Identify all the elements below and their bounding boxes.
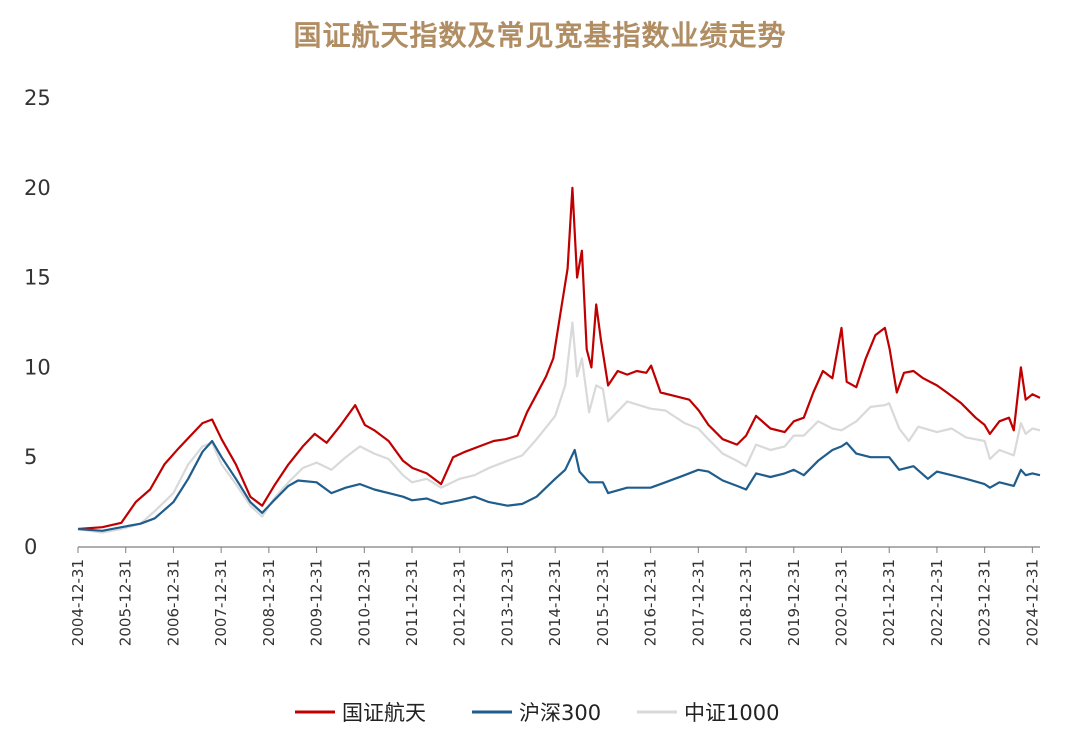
x-tick-label: 2020-12-31	[832, 559, 850, 646]
y-tick-label: 10	[24, 355, 51, 379]
series-line-0	[77, 186, 1041, 531]
x-tick-label: 2010-12-31	[355, 559, 373, 646]
x-tick-label: 2023-12-31	[976, 559, 994, 646]
x-tick-label: 2005-12-31	[117, 559, 135, 646]
x-tick-label: 2024-12-31	[1023, 559, 1041, 646]
series-layer	[77, 186, 1041, 534]
legend: 国证航天 沪深300 中证1000	[295, 701, 779, 725]
legend-label-0: 国证航天	[342, 701, 426, 725]
x-tick-label: 2018-12-31	[737, 559, 755, 646]
legend-label-1: 沪深300	[519, 701, 601, 725]
x-tick-label: 2019-12-31	[785, 559, 803, 646]
series-line-2	[77, 321, 1041, 534]
x-tick-label: 2015-12-31	[594, 559, 612, 646]
x-tick-label: 2009-12-31	[308, 559, 326, 646]
y-tick-label: 20	[24, 176, 51, 200]
x-tick-label: 2004-12-31	[69, 559, 87, 646]
series-line-1	[77, 439, 1041, 532]
x-tick-label: 2013-12-31	[498, 559, 516, 646]
x-tick-label: 2011-12-31	[403, 559, 421, 646]
y-tick-label: 15	[24, 266, 51, 290]
y-tick-label: 0	[24, 535, 37, 559]
x-tick-label: 2022-12-31	[928, 559, 946, 646]
axes: 0 5 10 15 20 25 2004-12-31 2005-12-31 2006-12-31…	[24, 86, 1041, 646]
legend-label-2: 中证1000	[684, 701, 779, 725]
y-tick-label: 5	[24, 445, 37, 469]
x-tick-label: 2006-12-31	[164, 559, 182, 646]
x-tick-label: 2007-12-31	[212, 559, 230, 646]
chart-title: 国证航天指数及常见宽基指数业绩走势	[293, 19, 787, 52]
x-tick-label: 2017-12-31	[689, 559, 707, 646]
x-tick-label: 2012-12-31	[451, 559, 469, 646]
x-tick-label: 2014-12-31	[546, 559, 564, 646]
x-tick-label: 2016-12-31	[642, 559, 660, 646]
x-tick-label: 2008-12-31	[260, 559, 278, 646]
y-tick-label: 25	[24, 86, 51, 110]
x-tick-label: 2021-12-31	[880, 559, 898, 646]
